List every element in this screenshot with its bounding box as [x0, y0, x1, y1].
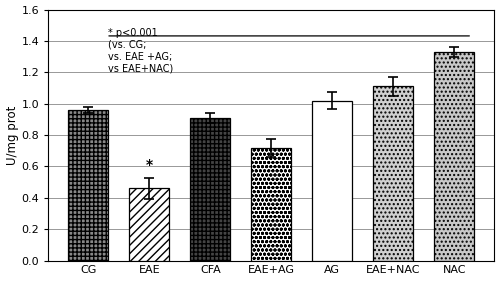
- Bar: [68, 110, 108, 260]
- Bar: [434, 52, 474, 260]
- Bar: [312, 101, 352, 260]
- Text: * p<0.001
(vs. CG;
vs. EAE +AG;
vs EAE+NAC): * p<0.001 (vs. CG; vs. EAE +AG; vs EAE+N…: [108, 28, 174, 73]
- Bar: [252, 148, 291, 260]
- Y-axis label: U/mg prot: U/mg prot: [6, 105, 18, 165]
- Bar: [190, 118, 230, 260]
- Bar: [130, 189, 169, 260]
- Bar: [374, 87, 413, 260]
- Text: *: *: [146, 158, 153, 172]
